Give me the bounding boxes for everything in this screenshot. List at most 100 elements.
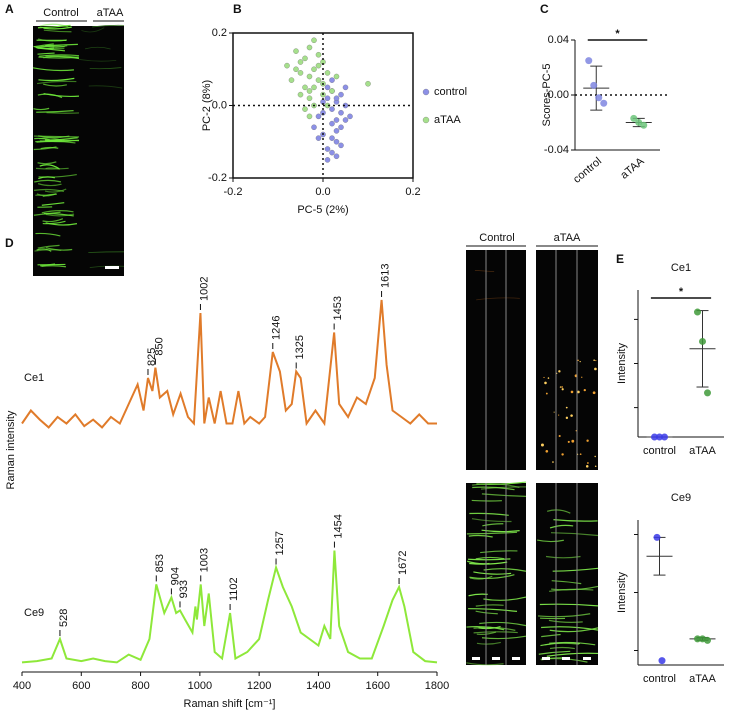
point [338, 91, 344, 98]
point [333, 128, 340, 134]
y-axis-label: PC-2 (8%) [201, 80, 213, 131]
fiber [541, 626, 599, 631]
point [651, 433, 658, 441]
fiber [38, 56, 79, 59]
point [329, 88, 335, 94]
point [306, 73, 313, 80]
fiber [469, 574, 515, 580]
scale-bar [472, 657, 480, 660]
x-tick-label: 0.2 [405, 186, 420, 198]
fiber [35, 232, 61, 237]
fiber [467, 560, 490, 565]
signal [544, 381, 547, 385]
point [630, 114, 638, 122]
panel-label: B [233, 2, 242, 16]
point [297, 70, 304, 76]
fiber [45, 167, 61, 170]
x-tick-label: 1600 [365, 680, 389, 692]
fiber [42, 218, 64, 223]
image [466, 250, 526, 470]
fiber [81, 27, 105, 33]
signal [570, 390, 574, 394]
fiber [468, 558, 511, 561]
fiber [39, 23, 69, 28]
signal [594, 455, 596, 458]
scale-bar [512, 657, 520, 660]
scale-bar [492, 657, 500, 660]
fiber [468, 608, 518, 613]
image-label: Control [479, 232, 514, 244]
signal [565, 406, 568, 409]
peak-label: 853 [154, 554, 166, 572]
fiber [546, 652, 599, 657]
legend-marker [422, 116, 430, 124]
image-label: Control [43, 7, 78, 19]
fiber [466, 626, 505, 631]
point [333, 153, 340, 159]
fiber [40, 263, 56, 267]
point [338, 110, 344, 116]
fiber [38, 77, 75, 82]
point [329, 77, 335, 83]
x-tick-label: 0.0 [315, 186, 330, 198]
fiber [539, 603, 599, 607]
signal [581, 376, 583, 378]
fiber [553, 519, 598, 522]
signal [577, 359, 579, 362]
fiber [471, 518, 512, 523]
spectrum [21, 550, 438, 664]
image [536, 483, 598, 665]
point [333, 95, 340, 102]
signal [571, 439, 575, 443]
point [329, 106, 335, 112]
point [311, 124, 317, 131]
signal [583, 388, 586, 392]
fiber [34, 179, 62, 183]
panel-label: A [5, 2, 14, 16]
fiber [45, 55, 80, 60]
point [302, 106, 308, 112]
point [600, 99, 608, 107]
legend-label: control [434, 86, 467, 98]
y-tick-label: 0.2 [212, 27, 227, 39]
point [324, 95, 331, 102]
fiber [545, 555, 581, 559]
image-label: aTAA [97, 7, 124, 19]
point [315, 135, 322, 141]
point [333, 138, 340, 145]
x-axis-label: Raman shift [cm⁻¹] [184, 698, 276, 710]
fiber [45, 43, 78, 47]
fiber [43, 83, 67, 87]
point [297, 59, 304, 65]
point [311, 37, 317, 44]
signal [561, 388, 564, 391]
trace-label: Ce9 [24, 607, 44, 619]
fiber [541, 633, 561, 638]
point [365, 81, 371, 87]
point [640, 121, 648, 129]
point [329, 120, 335, 127]
point [694, 635, 701, 643]
chart-title: Ce1 [671, 262, 691, 274]
fiber [33, 107, 50, 111]
point [284, 62, 290, 69]
point [329, 149, 335, 156]
signal [547, 377, 550, 379]
x-tick-label: 1800 [425, 680, 449, 692]
trace-label: Ce1 [24, 372, 44, 384]
signal [559, 386, 562, 388]
peak-label: 933 [178, 580, 190, 598]
point [297, 91, 304, 98]
fiber [469, 575, 493, 580]
point [704, 636, 711, 644]
x-tick-label: 1400 [306, 680, 330, 692]
point [329, 135, 335, 141]
signal [567, 440, 570, 444]
signal [565, 416, 569, 420]
micrographs [32, 23, 599, 666]
scale-bar [542, 657, 550, 660]
fiber [475, 604, 504, 607]
fiber [40, 146, 59, 150]
point [315, 113, 322, 120]
